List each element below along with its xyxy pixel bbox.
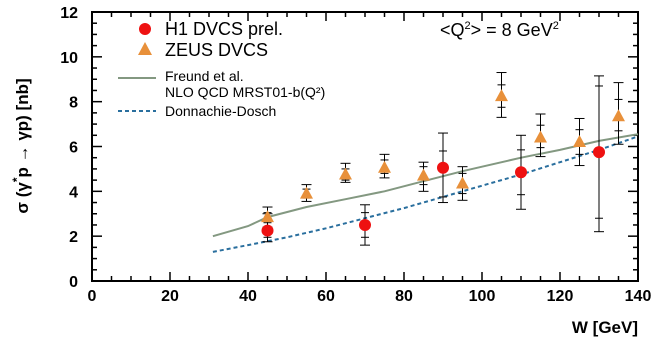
zeus-point xyxy=(534,130,547,143)
data-markers xyxy=(261,89,625,237)
x-tick-label: 80 xyxy=(395,288,413,305)
q2-annotation-part-2: > = 8 GeV xyxy=(471,20,553,40)
x-tick-label: 20 xyxy=(161,288,179,305)
y-axis-label-part-1: σ (γ xyxy=(13,182,32,214)
q2-annotation: <Q2> = 8 GeV2 xyxy=(440,20,559,40)
x-axis-label: W [GeV] xyxy=(572,318,638,337)
freund-nlo-curve xyxy=(212,133,639,238)
legend-label-freund-line2: NLO QCD MRST01-b(Q²) xyxy=(165,84,325,100)
legend-marker-h1 xyxy=(139,23,151,35)
y-tick-labels: 0 2 4 6 8 10 12 xyxy=(60,5,78,291)
x-tick-label: 140 xyxy=(625,288,652,305)
zeus-point xyxy=(456,176,469,189)
model-curves xyxy=(212,133,639,253)
legend-label-h1: H1 DVCS prel. xyxy=(165,19,283,39)
zeus-point xyxy=(378,160,391,173)
legend-label-dd: Donnachie-Dosch xyxy=(165,103,276,119)
y-axis-label-part-2: p → γp) [nb] xyxy=(13,78,32,177)
zeus-point xyxy=(612,109,625,122)
q2-annotation-sup-2: 2 xyxy=(553,20,559,32)
x-tick-label: 0 xyxy=(88,288,97,305)
y-tick-label: 12 xyxy=(60,5,78,22)
y-tick-label: 2 xyxy=(69,229,78,246)
legend-marker-zeus xyxy=(138,42,152,55)
h1-point xyxy=(437,161,449,174)
donnachie-dosch-curve xyxy=(212,135,639,253)
legend-label-zeus: ZEUS DVCS xyxy=(165,40,268,60)
y-axis-label: σ (γ*p → γp) [nb] xyxy=(10,78,32,213)
x-tick-labels: 0 20 40 60 80 100 120 140 xyxy=(88,288,652,305)
q2-annotation-sup-1: 2 xyxy=(465,20,471,32)
zeus-point xyxy=(339,167,352,180)
legend: H1 DVCS prel. ZEUS DVCS Freund et al. NL… xyxy=(118,19,325,119)
zeus-point xyxy=(261,210,274,223)
zeus-point xyxy=(300,186,313,199)
y-tick-label: 0 xyxy=(69,274,78,291)
h1-point xyxy=(261,224,274,237)
h1-point xyxy=(359,218,371,231)
zeus-point xyxy=(417,168,430,181)
h1-point xyxy=(593,146,605,159)
legend-label-freund-line1: Freund et al. xyxy=(165,68,244,84)
y-axis-label-superscript: * xyxy=(10,177,24,182)
y-tick-label: 4 xyxy=(69,184,78,201)
q2-annotation-part-1: <Q xyxy=(440,20,465,40)
h1-point xyxy=(515,166,527,179)
x-tick-label: 40 xyxy=(239,288,257,305)
x-tick-label: 100 xyxy=(469,288,496,305)
y-tick-label: 8 xyxy=(69,95,78,112)
y-tick-label: 10 xyxy=(60,50,78,67)
zeus-point xyxy=(573,135,586,148)
zeus-point xyxy=(495,89,508,102)
axis-ticks xyxy=(91,11,639,282)
x-tick-label: 60 xyxy=(317,288,335,305)
y-tick-label: 6 xyxy=(69,140,78,157)
x-tick-label: 120 xyxy=(547,288,574,305)
